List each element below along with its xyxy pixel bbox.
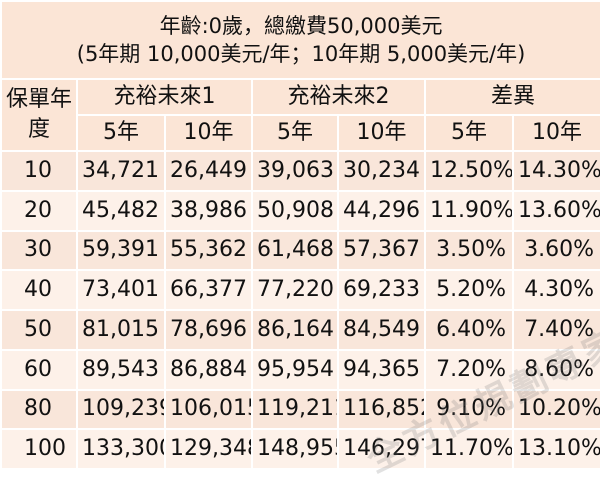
plan2-10yr-cell: 44,296 [337, 189, 426, 232]
policy-year-cell: 40 [0, 269, 78, 311]
diff-10yr-cell: 10.20% [511, 388, 600, 431]
table-row: 30 59,391 55,362 61,468 57,367 3.50% 3.60% [0, 229, 600, 272]
plan2-10yr-cell: 30,234 [337, 150, 426, 192]
plan2-5yr-cell: 86,164 [251, 309, 339, 351]
diff-10yr-cell: 4.30% [511, 269, 600, 311]
plan1-10yr-cell: 26,449 [164, 150, 253, 192]
diff-5yr-cell: 11.90% [424, 189, 514, 232]
plan1-10yr-cell: 55,362 [164, 229, 253, 272]
sub-header: 5年 [424, 114, 514, 152]
policy-year-cell: 20 [0, 189, 78, 232]
sub-header: 10年 [511, 114, 600, 152]
plan1-5yr-cell: 59,391 [76, 229, 166, 272]
plan2-10yr-cell: 84,549 [337, 309, 426, 351]
diff-5yr-cell: 6.40% [424, 309, 514, 351]
diff-10yr-cell: 8.60% [511, 348, 600, 391]
table-row: 20 45,482 38,986 50,908 44,296 11.90% 13.60% [0, 189, 600, 232]
diff-5yr-cell: 7.20% [424, 348, 514, 391]
table-title: 年齡:0歲，總繳費50,000美元 (5年期 10,000美元/年；10年期 5… [0, 0, 600, 80]
sub-header: 10年 [164, 114, 253, 152]
plan2-5yr-cell: 61,468 [251, 229, 339, 272]
policy-year-cell: 30 [0, 229, 78, 272]
sub-header: 5年 [251, 114, 339, 152]
diff-5yr-cell: 5.20% [424, 269, 514, 311]
group-header-plan-1: 充裕未來1 [76, 78, 253, 116]
plan1-5yr-cell: 89,543 [76, 348, 166, 391]
policy-year-cell: 60 [0, 348, 78, 391]
table-row: 60 89,543 86,884 95,954 94,365 7.20% 8.60% [0, 348, 600, 391]
plan1-10yr-cell: 78,696 [164, 309, 253, 351]
sub-header: 10年 [337, 114, 426, 152]
plan1-5yr-cell: 81,015 [76, 309, 166, 351]
plan1-5yr-cell: 45,482 [76, 189, 166, 232]
policy-year-cell: 80 [0, 388, 78, 431]
title-line-1: 年齡:0歲，總繳費50,000美元 [159, 14, 443, 38]
plan2-10yr-cell: 94,365 [337, 348, 426, 391]
title-row: 年齡:0歲，總繳費50,000美元 (5年期 10,000美元/年；10年期 5… [0, 0, 600, 80]
table-row: 80109,239106,015119,211116,8529.10%10.20… [0, 388, 600, 431]
diff-10yr-cell: 14.30% [511, 150, 600, 192]
policy-year-cell: 10 [0, 150, 78, 192]
table-row: 50 81,015 78,696 86,164 84,549 6.40% 7.40% [0, 309, 600, 351]
diff-5yr-cell: 3.50% [424, 229, 514, 272]
plan1-10yr-cell: 66,377 [164, 269, 253, 311]
group-header-plan-2: 充裕未來2 [251, 78, 426, 116]
table-row: 10 34,721 26,449 39,063 30,234 12.50% 14.30% [0, 150, 600, 192]
plan2-10yr-cell: 57,367 [337, 229, 426, 272]
plan2-5yr-cell: 119,211 [251, 388, 339, 431]
plan2-10yr-cell: 116,852 [337, 388, 426, 431]
group-header-row: 保單年度 充裕未來1 充裕未來2 差異 [0, 78, 600, 152]
diff-5yr-cell: 11.70% [424, 428, 514, 470]
policy-year-cell: 50 [0, 309, 78, 351]
sub-header-row: 5年 10年 5年 10年 5年 10年 [1, 114, 600, 152]
policy-comparison-table: 年齡:0歲，總繳費50,000美元 (5年期 10,000美元/年；10年期 5… [0, 0, 600, 470]
plan1-5yr-cell: 109,239 [76, 388, 166, 431]
plan2-5yr-cell: 39,063 [251, 150, 339, 192]
table-row: 40 73,401 66,377 77,220 69,233 5.20% 4.30% [0, 269, 600, 311]
diff-10yr-cell: 3.60% [511, 229, 600, 272]
plan1-5yr-cell: 133,300 [76, 428, 166, 470]
plan2-5yr-cell: 148,955 [251, 428, 339, 470]
diff-10yr-cell: 7.40% [511, 309, 600, 351]
plan1-10yr-cell: 129,348 [164, 428, 253, 470]
sub-header: 5年 [76, 114, 166, 152]
diff-10yr-cell: 13.60% [511, 189, 600, 232]
plan2-5yr-cell: 95,954 [251, 348, 339, 391]
plan1-10yr-cell: 86,884 [164, 348, 253, 391]
plan1-10yr-cell: 106,015 [164, 388, 253, 431]
policy-year-cell: 100 [0, 428, 78, 470]
plan2-5yr-cell: 77,220 [251, 269, 339, 311]
plan1-5yr-cell: 73,401 [76, 269, 166, 311]
plan1-5yr-cell: 34,721 [76, 150, 166, 192]
plan1-10yr-cell: 38,986 [164, 189, 253, 232]
table-row: 100133,300129,348148,955146,29711.70%13.… [0, 428, 600, 470]
title-line-2: (5年期 10,000美元/年；10年期 5,000美元/年) [76, 42, 526, 66]
plan2-5yr-cell: 50,908 [251, 189, 339, 232]
plan2-10yr-cell: 146,297 [337, 428, 426, 470]
plan2-10yr-cell: 69,233 [337, 269, 426, 311]
diff-5yr-cell: 12.50% [424, 150, 514, 192]
diff-10yr-cell: 13.10% [511, 428, 600, 470]
group-header-difference: 差異 [423, 78, 600, 116]
table-body: 10 34,721 26,449 39,063 30,234 12.50% 14.30% 20… [0, 150, 600, 470]
policy-year-header: 保單年度 [0, 78, 78, 152]
diff-5yr-cell: 9.10% [424, 388, 514, 431]
